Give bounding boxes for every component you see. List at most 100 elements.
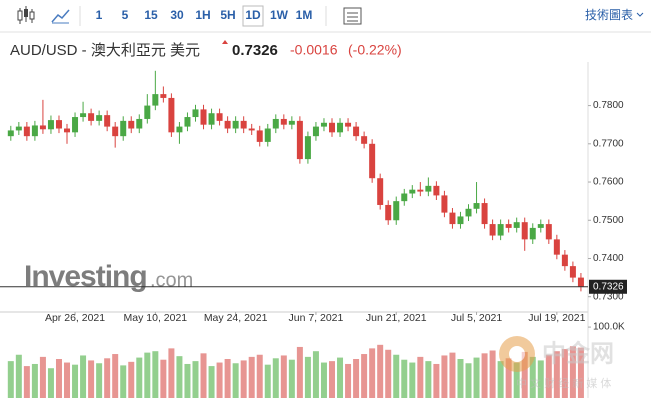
y-tick-label: 0.7800 — [593, 100, 624, 111]
candle-body — [312, 126, 319, 137]
volume-bar — [320, 362, 327, 398]
candle-body — [417, 189, 424, 192]
candle-body — [473, 203, 480, 209]
volume-bar — [104, 358, 111, 398]
chart-link[interactable]: 技術圖表 — [585, 8, 633, 22]
y-tick-label: 0.7500 — [593, 215, 624, 226]
candle-body — [345, 122, 352, 127]
interval-button[interactable]: 1 — [96, 8, 103, 22]
candle-body — [136, 118, 143, 129]
volume-bar — [401, 359, 408, 398]
candle-body — [248, 128, 255, 131]
volume-bar — [304, 356, 311, 398]
interval-button[interactable]: 1D — [245, 8, 261, 22]
candle-body — [425, 185, 432, 192]
volume-bar — [72, 364, 79, 398]
candle-body — [280, 118, 287, 125]
line-icon[interactable] — [51, 9, 70, 23]
volume-bar — [481, 353, 488, 398]
candle-body — [264, 128, 271, 142]
candle-body — [433, 185, 440, 196]
volume-bar — [264, 364, 271, 398]
volume-bar — [505, 358, 512, 398]
volume-bar — [224, 359, 231, 398]
volume-bar — [208, 366, 215, 398]
price: 0.7326 — [232, 42, 278, 59]
volume-bar — [47, 368, 54, 398]
candle-body — [96, 115, 103, 121]
candle-body — [465, 208, 472, 217]
interval-button[interactable]: 15 — [144, 8, 158, 22]
interval-button[interactable]: 1M — [296, 8, 313, 22]
volume-bar — [168, 348, 175, 398]
interval-button[interactable]: 5 — [122, 8, 129, 22]
volume-bar — [393, 354, 400, 398]
candle-body — [272, 118, 279, 129]
candle-body — [441, 195, 448, 213]
candle-body — [577, 277, 584, 287]
candle-body — [529, 227, 536, 240]
volume-bar — [345, 363, 352, 398]
volume-bar — [473, 357, 480, 398]
volume-bar — [240, 360, 247, 398]
interval-button[interactable]: 1W — [270, 8, 289, 22]
volume-bar — [31, 363, 38, 398]
volume-bar — [256, 354, 263, 398]
volume-bar — [465, 363, 472, 398]
volume-bar — [232, 363, 239, 398]
candle-body — [152, 94, 159, 106]
candle-icon[interactable] — [17, 6, 35, 24]
volume-bar — [329, 361, 335, 398]
volume-bar — [433, 363, 440, 398]
candle-body — [320, 122, 327, 127]
volume-bar — [248, 356, 255, 398]
volume-bar — [272, 358, 279, 398]
interval-button[interactable]: 5H — [220, 8, 235, 22]
settings-icon[interactable] — [343, 7, 362, 25]
volume-bar — [120, 365, 127, 398]
candle-body — [216, 113, 223, 121]
y-tick-label: 0.7300 — [593, 291, 624, 302]
candle-body — [553, 239, 560, 255]
candle-body — [521, 222, 528, 240]
volume-tick-label: 100.0K — [593, 322, 625, 333]
candle-body — [80, 113, 87, 118]
last-price-label: 0.7326 — [593, 281, 624, 292]
volume-bar — [521, 351, 528, 398]
y-tick-label: 0.7700 — [593, 138, 624, 149]
x-tick-label: Jun 7, 2021 — [288, 312, 343, 324]
toolbar: 技術圖表 1 5 15 30 1H 5H 1D 1W 1M — [17, 5, 644, 27]
plot: 0.7300 0.7400 0.7500 0.7600 0.7700 0.7800 100.… — [0, 62, 627, 398]
volume-bar — [296, 346, 303, 398]
volume-bar — [545, 354, 552, 398]
candle-body — [353, 126, 360, 137]
candle-body — [296, 120, 303, 160]
volume-bar — [288, 359, 295, 398]
volume-bar — [425, 361, 432, 398]
logo-inner — [509, 346, 525, 362]
volume-bar — [184, 363, 191, 398]
candle-body — [409, 189, 416, 194]
y-tick-label: 0.7400 — [593, 253, 624, 264]
interval-button[interactable]: 30 — [170, 8, 184, 22]
candle-body — [232, 120, 239, 129]
volume-bar — [128, 361, 135, 398]
volume-bar — [489, 350, 496, 398]
candle-body — [176, 126, 183, 133]
x-tick-label: May 24, 2021 — [204, 312, 268, 324]
volume-bar — [369, 348, 376, 398]
candle-body — [385, 204, 392, 221]
candle-body — [256, 130, 263, 142]
watermark-brand: Investing — [24, 260, 147, 293]
volume-bar — [353, 359, 360, 398]
volume-bar — [112, 354, 119, 398]
volume-bar — [96, 363, 103, 398]
volume-bar — [280, 355, 287, 398]
candle-body — [497, 224, 504, 236]
y-tick-label: 0.7600 — [593, 177, 624, 188]
interval-button[interactable]: 1H — [195, 8, 210, 22]
volume-bar — [497, 361, 504, 398]
volume-bar — [176, 356, 183, 398]
volume-bar — [312, 351, 319, 398]
